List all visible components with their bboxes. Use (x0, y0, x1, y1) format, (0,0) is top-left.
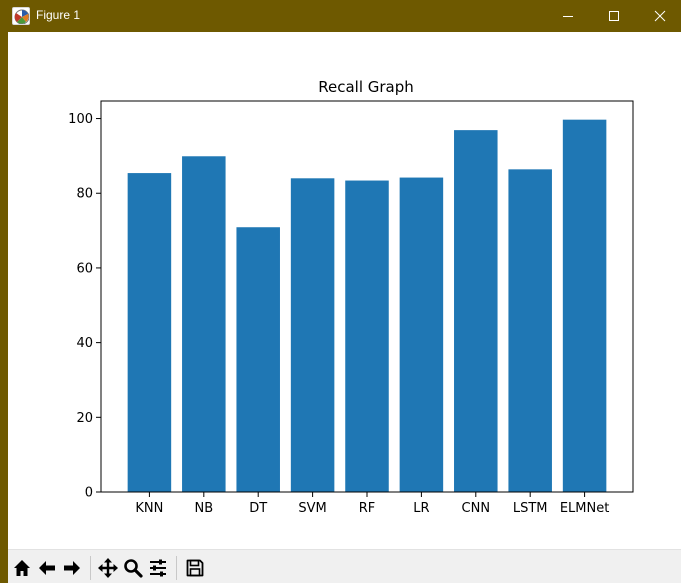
bar-nb (182, 156, 226, 492)
axes-frame (100, 100, 634, 493)
bar-svm (290, 178, 335, 493)
x-tick-label: NB (194, 501, 213, 516)
save-button[interactable] (183, 555, 207, 581)
bar-rf (345, 180, 389, 493)
configure-subplots-icon (150, 559, 166, 577)
y-tick-label: 40 (76, 336, 93, 351)
back-arrow-icon (39, 561, 55, 575)
minimize-icon (563, 16, 573, 17)
toolbar-separator (176, 556, 177, 580)
close-button[interactable] (637, 0, 681, 32)
home-button[interactable] (10, 555, 34, 581)
close-icon (654, 10, 666, 22)
toolbar-separator (90, 556, 91, 580)
x-tick-label: LR (413, 501, 429, 516)
bar-knn (127, 173, 172, 492)
pan-button[interactable] (96, 555, 120, 581)
home-icon (14, 560, 30, 576)
bars-group (127, 119, 607, 493)
x-tick-label: RF (359, 501, 376, 516)
y-tick-label: 80 (76, 187, 93, 202)
title-bar[interactable]: Figure 1 (8, 0, 681, 32)
minimize-button[interactable] (545, 0, 591, 32)
bar-lstm (508, 169, 552, 492)
bar-cnn (454, 130, 498, 492)
y-tick-label: 20 (76, 411, 93, 426)
maximize-button[interactable] (591, 0, 637, 32)
x-tick-label: CNN (462, 501, 491, 516)
forward-arrow-icon (64, 561, 80, 575)
back-button[interactable] (35, 555, 59, 581)
x-tick-label: SVM (298, 501, 326, 516)
pan-icon (98, 558, 118, 578)
x-tick-label: KNN (135, 501, 163, 516)
y-axis: 0 20 40 60 80 100 (68, 112, 101, 501)
y-tick-label: 0 (85, 486, 93, 501)
bar-chart: Recall Graph 0 20 40 60 80 100 KNN NB DT SVM RF LR… (68, 78, 634, 516)
y-tick-label: 60 (76, 261, 93, 276)
bar-lr (399, 177, 444, 492)
zoom-button[interactable] (121, 555, 145, 581)
navigation-toolbar (8, 549, 681, 583)
matplotlib-logo-icon (12, 7, 30, 25)
x-tick-label: DT (249, 501, 267, 516)
chart-title: Recall Graph (318, 78, 414, 96)
window-title: Figure 1 (36, 8, 81, 22)
bar-dt (236, 227, 280, 493)
x-tick-label: LSTM (513, 501, 548, 516)
x-tick-label: ELMNet (560, 501, 610, 516)
maximize-icon (609, 11, 619, 21)
x-axis: KNN NB DT SVM RF LR CNN LSTM ELMNet (135, 492, 609, 516)
configure-subplots-button[interactable] (146, 555, 170, 581)
y-tick-label: 100 (68, 112, 93, 127)
bar-elmnet (562, 119, 607, 493)
plot-canvas[interactable]: Recall Graph 0 20 40 60 80 100 KNN NB DT SVM RF LR… (8, 32, 681, 549)
zoom-icon (124, 559, 143, 578)
save-icon (186, 559, 204, 577)
forward-button[interactable] (60, 555, 84, 581)
